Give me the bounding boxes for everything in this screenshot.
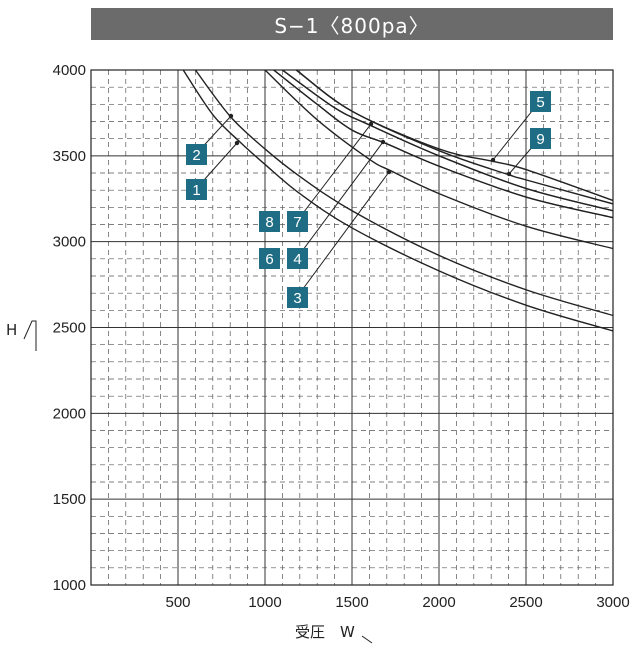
series-line-2	[194, 70, 613, 317]
series-line-1	[182, 70, 613, 332]
series-label-box-8	[259, 211, 280, 232]
series-label-box-7	[287, 211, 308, 232]
x-axis-label-bracket	[361, 635, 373, 644]
y-tick-label: 1500	[53, 491, 86, 508]
x-tick-label: 500	[165, 594, 190, 611]
pointer-dot-4	[380, 139, 386, 145]
x-tick-label: 2000	[422, 594, 455, 611]
series-line-5	[295, 70, 613, 202]
series-line-6	[273, 70, 613, 219]
pointer-line-7	[296, 123, 372, 222]
x-tick-label: 1000	[248, 594, 281, 611]
series-label-box-1	[186, 179, 207, 200]
x-tick-label: 1500	[335, 594, 368, 611]
pointer-dot-1	[234, 140, 240, 146]
y-tick-label: 3000	[53, 234, 86, 251]
series-label-box-9	[530, 128, 551, 149]
series-labels: 1 2 3 4 5 6 7 8 9	[186, 91, 551, 308]
series-label-7: 7	[293, 214, 301, 231]
y-tick-label: 1000	[53, 577, 86, 594]
grid	[90, 69, 614, 586]
series-label-9: 9	[536, 131, 544, 148]
pointer-dot-3	[386, 169, 392, 175]
y-tick-label: 4000	[53, 62, 86, 79]
plot-frame	[90, 69, 614, 586]
y-tick-label: 2000	[53, 405, 86, 422]
x-tick-label: 3000	[596, 594, 629, 611]
series-label-box-3	[287, 287, 308, 308]
pointer-dot-7	[368, 121, 374, 127]
pointer-dot-5	[490, 157, 496, 163]
pointer-line-4	[296, 141, 384, 259]
series-label-4: 4	[293, 251, 301, 268]
pointer-line-3	[296, 171, 390, 298]
pointer-dot-9	[506, 171, 512, 177]
series-label-5: 5	[536, 94, 544, 111]
x-tick-label: 2500	[509, 594, 542, 611]
series-label-2: 2	[192, 147, 200, 164]
pointer-dot-2	[228, 113, 234, 119]
series-label-box-5	[530, 91, 551, 112]
x-axis-label: 受圧 W	[295, 623, 355, 641]
series-label-box-6	[259, 248, 280, 269]
chart-title: S−1〈800pa〉	[91, 8, 613, 40]
y-axis-label: H	[6, 321, 17, 339]
series-line-3	[264, 70, 613, 250]
series-label-box-2	[186, 144, 207, 165]
series-lines	[182, 70, 613, 332]
series-line-9	[295, 70, 613, 205]
y-tick-label: 3500	[53, 148, 86, 165]
series-label-8: 8	[265, 214, 273, 231]
y-axis-label-bracket	[23, 320, 37, 351]
y-tick-label: 2500	[53, 320, 86, 337]
tick-labels: 500 1000 1500 2000 2500 3000 1000 1500 2000 2500 3…	[53, 62, 630, 611]
series-label-box-4	[287, 248, 308, 269]
series-label-6: 6	[265, 251, 273, 268]
series-label-3: 3	[293, 290, 301, 307]
series-label-1: 1	[192, 182, 200, 199]
series-line-8	[282, 70, 613, 212]
